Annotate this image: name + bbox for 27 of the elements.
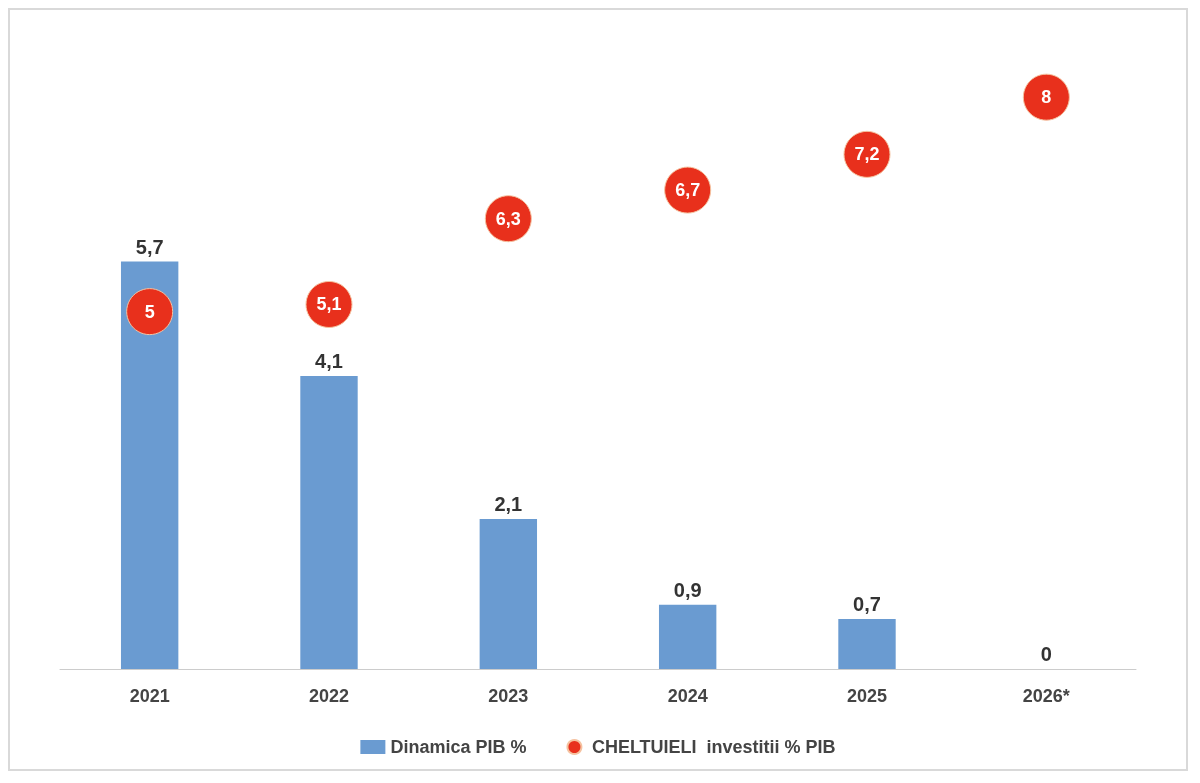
bar	[658, 604, 717, 669]
data-label: 7,2	[854, 144, 880, 165]
data-label: 4,1	[315, 349, 343, 372]
data-label: 5	[144, 301, 155, 322]
x-tick-label: 2022	[308, 686, 350, 706]
x-tick-label: 2021	[129, 686, 170, 706]
point	[1022, 73, 1070, 121]
legend-label: Dinamica PIB %	[390, 737, 527, 757]
data-label: 6,7	[675, 180, 701, 201]
bar	[479, 518, 538, 669]
data-label: 6,3	[495, 208, 521, 229]
data-label: 0,7	[853, 592, 881, 615]
legend-label: CHELTUIELI investitii % PIB	[591, 737, 836, 757]
data-label: 2,1	[494, 492, 523, 515]
x-tick-label: 2026*	[1022, 686, 1070, 706]
x-tick-label: 2024	[667, 686, 708, 706]
x-tick-label: 2025	[846, 686, 888, 706]
data-label: 5,7	[135, 235, 164, 258]
data-label: 5,1	[316, 294, 342, 315]
x-tick-label: 2023	[488, 686, 529, 706]
bar	[120, 261, 179, 669]
data-label: 8	[1041, 87, 1052, 108]
data-label: 0	[1040, 643, 1052, 665]
point	[126, 288, 174, 336]
bar	[838, 618, 896, 669]
bar	[300, 375, 358, 669]
data-label: 0,9	[673, 578, 702, 601]
